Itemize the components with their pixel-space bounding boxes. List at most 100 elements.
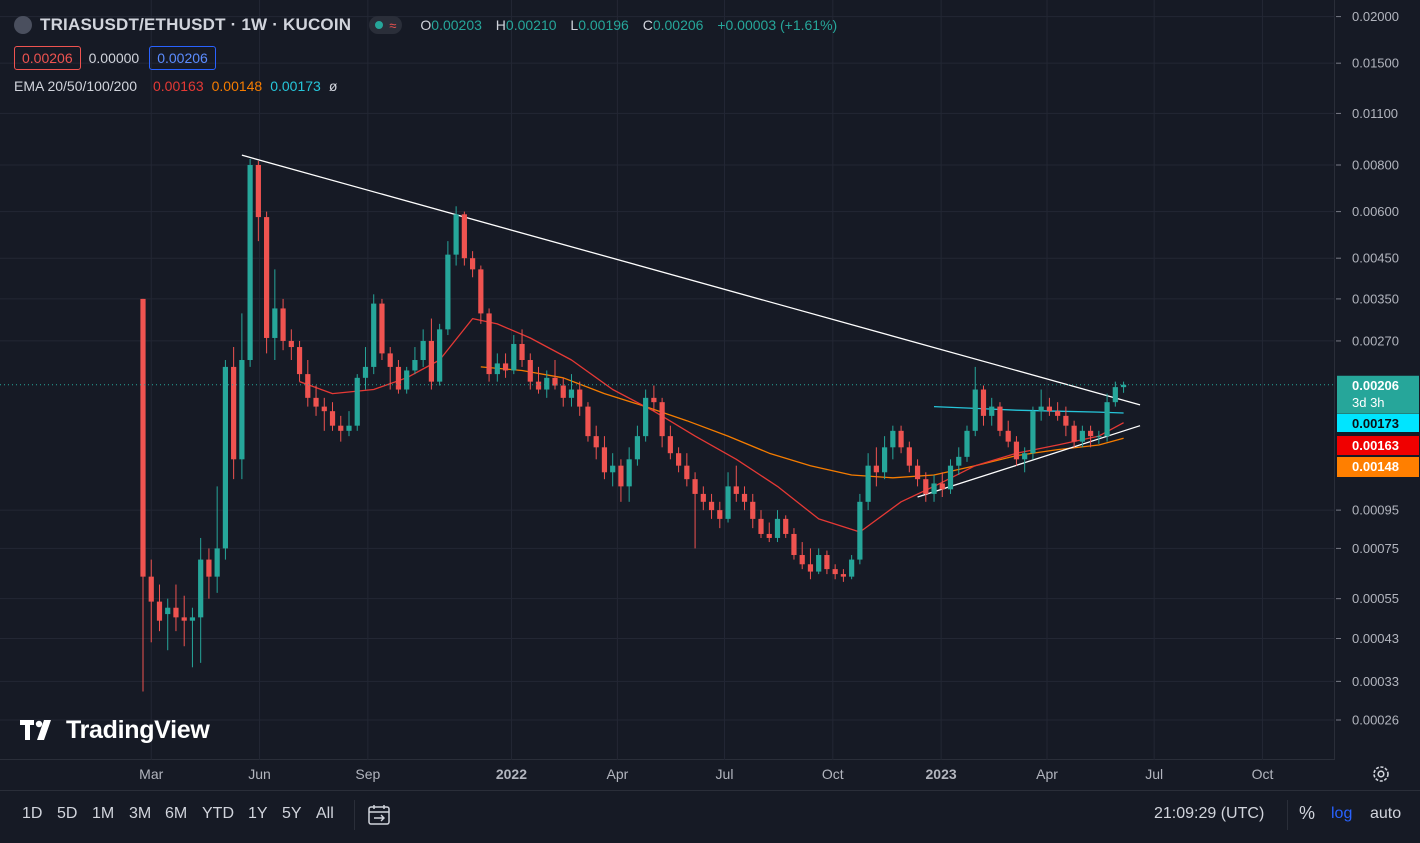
ema50-line (480, 366, 1124, 479)
candle (1013, 436, 1020, 466)
candle-body (972, 389, 978, 431)
candle-body (766, 533, 772, 538)
range-3m-button[interactable]: 3M (129, 805, 152, 822)
utc-clock[interactable]: 21:09:29 (UTC) (1154, 805, 1265, 822)
range-1m-button[interactable]: 1M (92, 805, 115, 822)
candle (255, 161, 261, 242)
symbol-logo-icon (14, 16, 32, 34)
candle (1038, 389, 1044, 421)
candle (585, 402, 591, 442)
candle (420, 329, 426, 367)
candle (989, 397, 995, 426)
candle-body (296, 347, 303, 375)
candle-body (535, 381, 542, 390)
candle-body (906, 447, 912, 466)
candle-body (865, 465, 871, 502)
price-tick-label: 0.01100 (1352, 106, 1398, 121)
ema50-axis-label-bg (1337, 457, 1419, 477)
calendar-icon (368, 805, 390, 825)
candle-body (791, 533, 797, 556)
range-6m-button[interactable]: 6M (165, 805, 188, 822)
price-axis[interactable]: 0.02000 0.01500 0.01100 0.00800 0.00600 0.004… (1336, 0, 1420, 760)
candle-body (824, 555, 830, 570)
candle-body (511, 343, 517, 371)
candle-body (395, 366, 402, 390)
candle (428, 318, 434, 390)
candle-body (980, 389, 987, 416)
candle-body (371, 303, 377, 367)
candle-body (840, 574, 846, 577)
candle (478, 265, 484, 324)
symbol-title[interactable]: TRIASUSDT/ETHUSDT · 1W · KUCOIN (40, 15, 352, 34)
candle-body (461, 214, 467, 259)
candle-body (412, 360, 418, 371)
date-range-button[interactable] (366, 802, 392, 833)
change-value: +0.00003 (+1.61%) (717, 17, 838, 33)
candle-body (1112, 387, 1118, 403)
candlestick-chart[interactable] (0, 0, 1335, 760)
candle-body (585, 406, 591, 437)
tradingview-logo[interactable]: TradingView (20, 716, 210, 745)
ohlc-values: O0.00203 H0.00210 L0.00196 C0.00206 +0.0… (420, 17, 847, 33)
candle-body (239, 360, 245, 460)
ema100-axis-label: 0.00173 (1337, 414, 1419, 432)
candle (387, 347, 393, 390)
candle-body (1071, 425, 1077, 442)
candle (873, 447, 879, 487)
ema100-axis-label-bg (1337, 414, 1419, 432)
chart-settings-button[interactable] (1371, 764, 1391, 789)
market-status[interactable]: ≈ (369, 16, 403, 34)
sell-price-box[interactable]: 0.00206 (14, 46, 81, 70)
candle-body (321, 406, 327, 412)
candle (1063, 406, 1069, 437)
candle (231, 347, 237, 480)
log-scale-button[interactable]: log (1331, 805, 1353, 822)
candle (1005, 420, 1011, 448)
candle (313, 385, 319, 416)
candle-body (255, 165, 261, 218)
candle-body (634, 436, 640, 460)
candle-body (914, 465, 921, 480)
price-tick-label: 0.00270 (1352, 333, 1399, 348)
auto-scale-button[interactable]: auto (1370, 805, 1402, 822)
percent-scale-button[interactable]: % (1299, 803, 1316, 823)
candle (849, 555, 855, 580)
candle (733, 465, 739, 502)
time-axis[interactable]: Mar Jun Sep 2022 Apr Jul Oct 2023 Apr Jul Oct (0, 760, 1335, 788)
candle-body (387, 353, 393, 367)
range-1y-button[interactable]: 1Y (248, 805, 268, 822)
candle-body (478, 269, 484, 314)
candle-body (173, 607, 179, 618)
candle-body (280, 308, 286, 341)
candle (486, 308, 492, 382)
range-ytd-button[interactable]: YTD (202, 805, 234, 822)
range-5y-button[interactable]: 5Y (282, 805, 302, 822)
candle (371, 294, 377, 375)
candle-body (354, 377, 360, 426)
candle (783, 515, 789, 538)
candle-body (1063, 415, 1069, 426)
candle-body (1038, 406, 1044, 412)
candle-body (181, 617, 187, 621)
candle (840, 569, 846, 582)
chart-pane[interactable]: TRIASUSDT/ETHUSDT · 1W · KUCOIN ≈ O0.002… (0, 0, 1335, 760)
ema-indicator-label[interactable]: EMA 20/50/100/200 (14, 78, 137, 94)
candle (280, 298, 286, 351)
candle-body (420, 340, 426, 361)
candle (725, 472, 731, 523)
range-1d-button[interactable]: 1D (22, 805, 43, 822)
candle (766, 522, 772, 543)
tradingview-logo-icon (20, 719, 51, 740)
buy-price-box[interactable]: 0.00206 (149, 46, 216, 70)
candle-body (313, 397, 319, 407)
range-5d-button[interactable]: 5D (57, 805, 78, 822)
candle (264, 211, 270, 354)
candle-body (741, 493, 748, 502)
candle (659, 397, 665, 448)
candle (774, 510, 781, 543)
candle (593, 425, 599, 460)
candle (676, 447, 682, 473)
range-all-button[interactable]: All (316, 805, 334, 822)
chart-legend: TRIASUSDT/ETHUSDT · 1W · KUCOIN ≈ O0.002… (14, 12, 847, 99)
candle-body (379, 303, 385, 354)
